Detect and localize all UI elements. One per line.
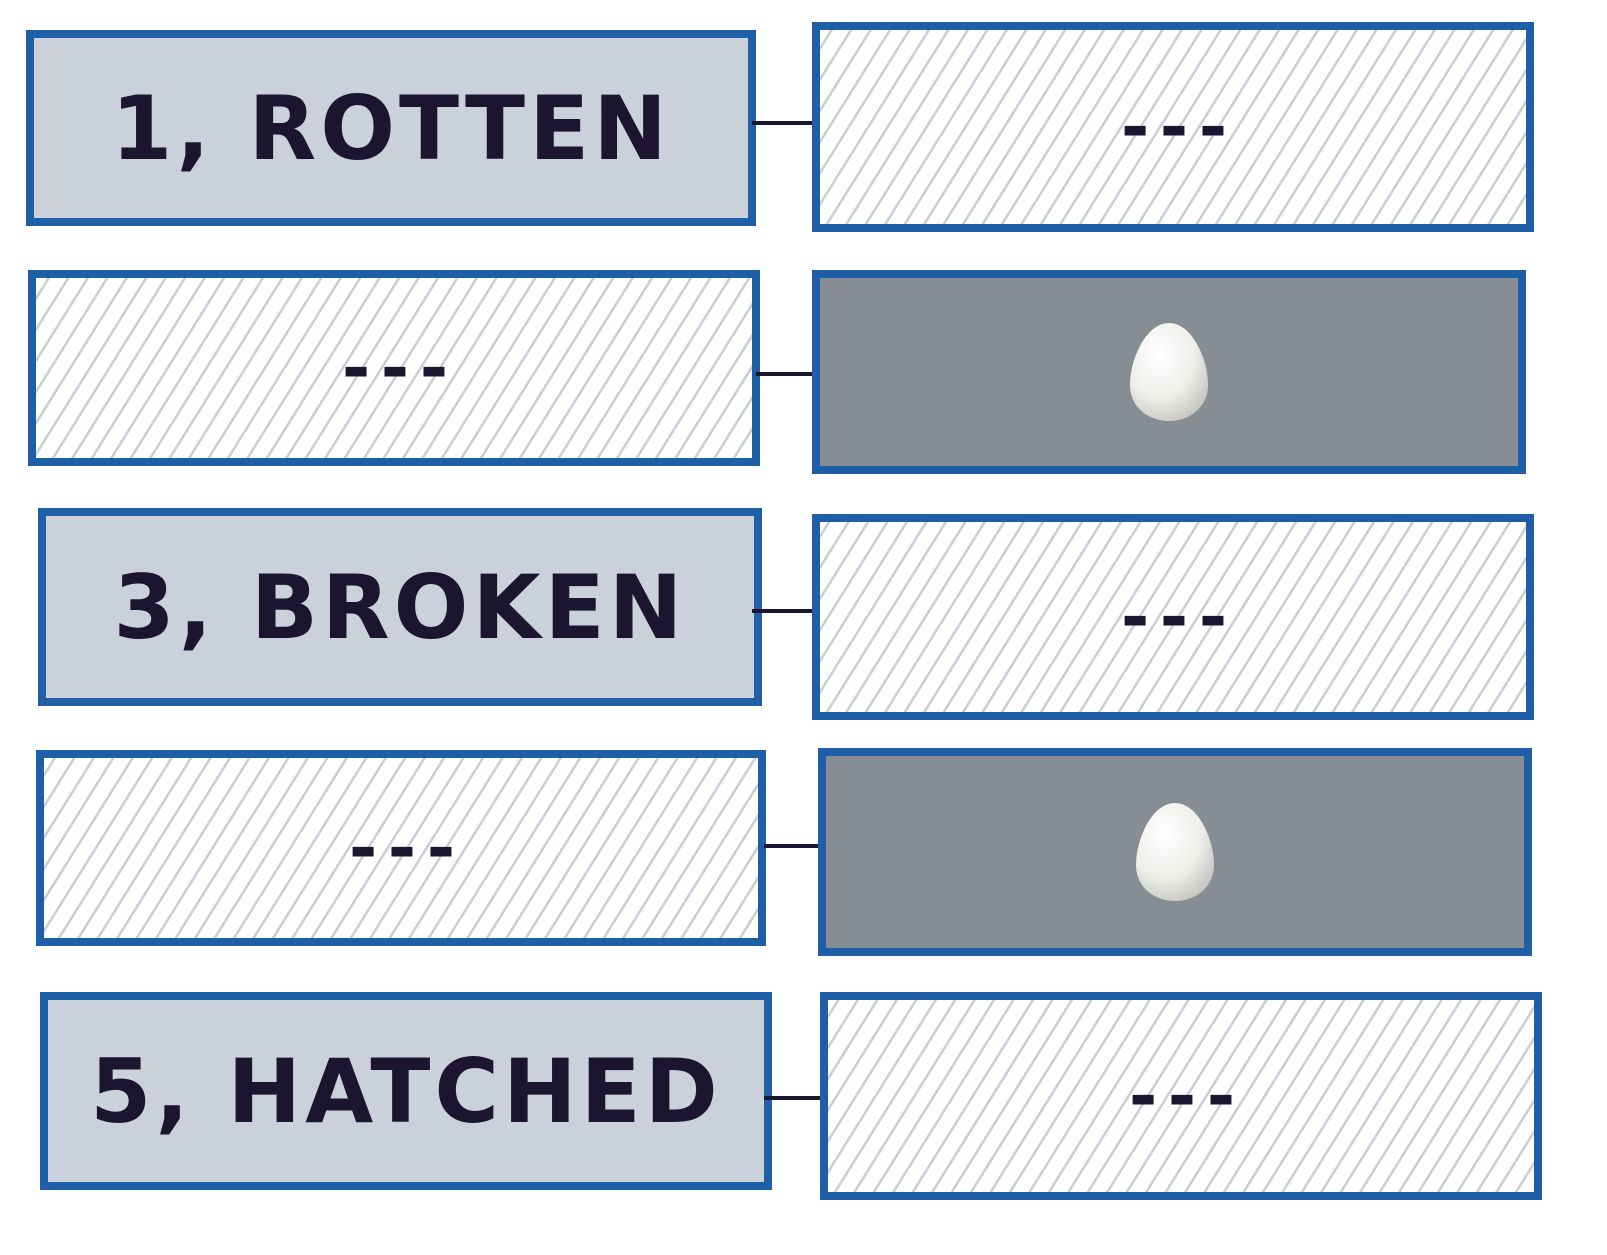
left-box-4: --- — [36, 750, 766, 946]
left-box-2: --- — [28, 270, 760, 466]
left-box-1: 1, ROTTEN — [26, 30, 756, 226]
connector-1 — [752, 121, 820, 125]
right-box-5: --- — [820, 992, 1542, 1200]
left-label-5: 5, HATCHED — [90, 1039, 722, 1143]
connector-5 — [764, 1096, 832, 1100]
right-label-3: --- — [1114, 577, 1234, 657]
right-box-2 — [812, 270, 1526, 474]
left-label-2: --- — [335, 328, 455, 408]
left-label-3: 3, BROKEN — [113, 555, 687, 659]
connector-3 — [752, 609, 814, 613]
egg-icon — [1130, 323, 1208, 421]
left-box-3: 3, BROKEN — [38, 508, 762, 706]
left-label-4: --- — [342, 808, 462, 888]
egg-icon — [1136, 803, 1214, 901]
right-box-4 — [818, 748, 1532, 956]
right-box-1: --- — [812, 22, 1534, 232]
left-label-1: 1, ROTTEN — [111, 76, 671, 180]
right-label-5: --- — [1122, 1056, 1242, 1136]
connector-4 — [764, 844, 828, 848]
left-box-5: 5, HATCHED — [40, 992, 772, 1190]
right-label-1: --- — [1114, 87, 1234, 167]
connector-2 — [756, 372, 822, 376]
right-box-3: --- — [812, 514, 1534, 720]
